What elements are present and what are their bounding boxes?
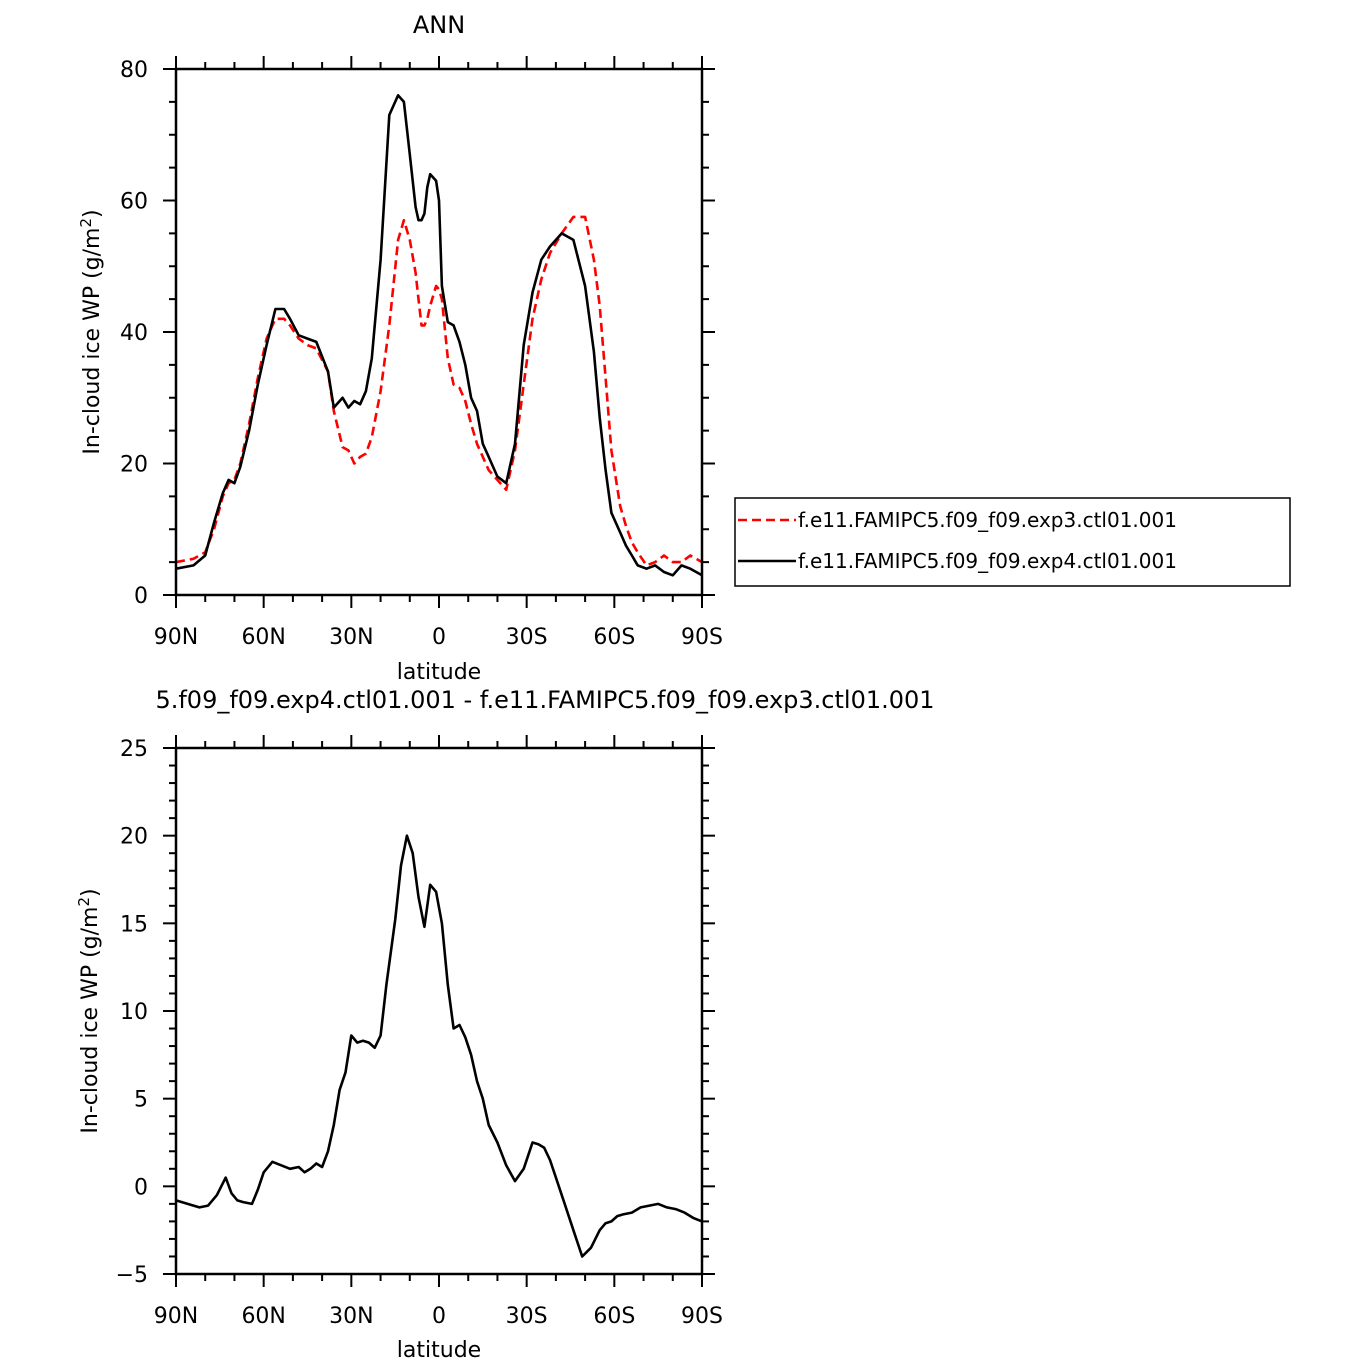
top-x-tick-label: 30N xyxy=(329,625,373,650)
top-chart-title: ANN xyxy=(413,11,465,39)
top-x-tick-label: 0 xyxy=(432,625,446,650)
bottom-x-tick-labels: 90N 60N 30N 0 30S 60S 90S xyxy=(154,1304,723,1329)
top-y-tick-label: 0 xyxy=(134,584,148,609)
bottom-x-axis-title: latitude xyxy=(397,1338,481,1363)
top-series-line-0 xyxy=(175,215,703,567)
top-y-tick-label: 80 xyxy=(120,58,148,83)
legend-label-exp3: f.e11.FAMIPC5.f09_f09.exp3.ctl01.001 xyxy=(798,508,1177,532)
top-x-tick-label: 60N xyxy=(241,625,285,650)
bottom-series-group xyxy=(175,834,703,1258)
top-y-axis-title-main: In-cloud ice WP (g/m xyxy=(80,228,105,455)
top-x-tick-label: 90S xyxy=(681,625,723,650)
bottom-x-tick-label: 90N xyxy=(154,1304,198,1329)
bottom-y-tick-label: 0 xyxy=(134,1175,148,1200)
bottom-x-tick-label: 60S xyxy=(593,1304,635,1329)
bottom-y-tick-label: −5 xyxy=(116,1263,148,1288)
top-y-axis-title-close: ) xyxy=(80,209,105,218)
bottom-y-axis-title-sup: 2 xyxy=(75,897,93,907)
legend: f.e11.FAMIPC5.f09_f09.exp3.ctl01.001 f.e… xyxy=(734,497,1291,587)
legend-box xyxy=(734,497,1291,587)
top-x-tick-label: 30S xyxy=(506,625,548,650)
bottom-x-tick-label: 0 xyxy=(432,1304,446,1329)
bottom-y-tick-label: 10 xyxy=(120,1000,148,1025)
top-x-tick-label: 90N xyxy=(154,625,198,650)
top-y-tick-label: 60 xyxy=(120,190,148,215)
top-y-tick-label: 40 xyxy=(120,321,148,346)
top-plot-frame xyxy=(174,67,704,597)
bottom-y-tick-label: 15 xyxy=(120,912,148,937)
top-tick-marks xyxy=(163,56,715,608)
top-y-tick-labels: 0 20 40 60 80 xyxy=(120,58,148,609)
legend-label-exp4: f.e11.FAMIPC5.f09_f09.exp4.ctl01.001 xyxy=(798,549,1177,573)
bottom-series-line-0 xyxy=(175,834,703,1258)
top-x-axis-title: latitude xyxy=(397,660,481,685)
top-x-tick-labels: 90N 60N 30N 0 30S 60S 90S xyxy=(154,625,723,650)
bottom-x-tick-label: 30S xyxy=(506,1304,548,1329)
bottom-y-tick-labels: −5 0 5 10 15 20 25 xyxy=(116,737,148,1288)
bottom-chart-title: 5.f09_f09.exp4.ctl01.001 - f.e11.FAMIPC5… xyxy=(155,686,934,714)
top-series-group xyxy=(175,94,703,577)
top-panel: ANN 90N 60N 30N 0 30S 60S 90S 0 20 40 60 80 latitu… xyxy=(77,11,1291,685)
bottom-y-tick-label: 20 xyxy=(120,825,148,850)
top-x-tick-label: 60S xyxy=(593,625,635,650)
bottom-y-tick-label: 5 xyxy=(134,1088,148,1113)
bottom-panel: 5.f09_f09.exp4.ctl01.001 - f.e11.FAMIPC5… xyxy=(75,686,935,1363)
bottom-x-tick-label: 30N xyxy=(329,1304,373,1329)
bottom-tick-marks xyxy=(163,735,715,1287)
top-y-axis-title: In-cloud ice WP (g/m2) xyxy=(77,209,105,454)
bottom-y-axis-title-main: In-cloud ice WP (g/m xyxy=(78,907,103,1134)
bottom-x-tick-label: 60N xyxy=(241,1304,285,1329)
top-y-tick-label: 20 xyxy=(120,453,148,478)
top-y-axis-title-sup: 2 xyxy=(77,218,95,228)
top-series-line-1 xyxy=(175,94,703,577)
bottom-y-tick-label: 25 xyxy=(120,737,148,762)
bottom-x-tick-label: 90S xyxy=(681,1304,723,1329)
bottom-y-axis-title-close: ) xyxy=(78,888,103,897)
bottom-y-axis-title: In-cloud ice WP (g/m2) xyxy=(75,888,103,1133)
